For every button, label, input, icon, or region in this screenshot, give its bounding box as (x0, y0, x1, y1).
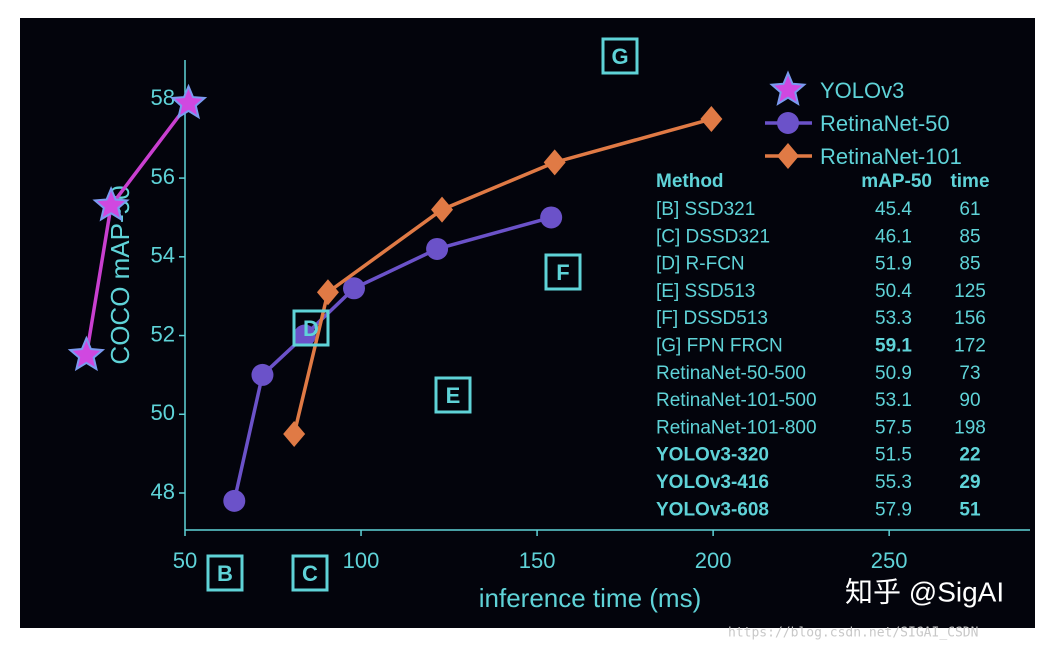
y-tick-label: 56 (151, 164, 175, 189)
table-cell: 51.5 (875, 445, 912, 466)
table-cell: [B] SSD321 (656, 199, 755, 220)
legend-label: RetinaNet-50 (820, 111, 950, 136)
table-cell: 50.9 (875, 363, 912, 384)
data-point (343, 277, 365, 300)
table-cell: 51 (959, 499, 981, 520)
annotation-box (544, 253, 582, 291)
table-header: Method (656, 171, 724, 192)
legend-label: RetinaNet-101 (820, 144, 962, 169)
table-cell: [G] FPN FRCN (656, 336, 783, 357)
table-cell: YOLOv3-416 (656, 472, 769, 493)
annotation-box (601, 37, 639, 75)
table-cell: 73 (959, 363, 980, 384)
table-cell: 29 (959, 472, 980, 493)
x-axis-label: inference time (ms) (479, 583, 702, 613)
data-point (543, 149, 566, 176)
data-point (700, 106, 723, 133)
y-tick-label: 54 (151, 243, 175, 268)
x-tick-label: 200 (695, 548, 732, 573)
data-point (169, 83, 208, 120)
table-cell: 59.1 (875, 336, 912, 357)
data-point (67, 335, 106, 372)
table-cell: 22 (959, 445, 980, 466)
legend-marker (769, 70, 807, 106)
table-cell: 85 (959, 226, 980, 247)
table-cell: [D] R-FCN (656, 254, 745, 275)
table-cell: 51.9 (875, 254, 912, 275)
table-cell: 172 (954, 336, 986, 357)
table-cell: 50.4 (875, 281, 912, 302)
plot-background (20, 18, 1035, 628)
table-cell: 156 (954, 308, 986, 329)
table-cell: 53.3 (875, 308, 912, 329)
table-cell: [F] DSSD513 (656, 308, 768, 329)
table-cell: 57.9 (875, 499, 912, 520)
annotation-box (206, 554, 244, 592)
table-cell: RetinaNet-101-500 (656, 390, 817, 411)
data-point (540, 206, 563, 229)
annotation: E (446, 383, 461, 408)
table-cell: 125 (954, 281, 986, 302)
annotation: G (611, 44, 628, 69)
legend-label: YOLOv3 (820, 78, 904, 103)
legend-marker (777, 112, 799, 134)
annotation-box (434, 376, 472, 414)
table-cell: 85 (959, 254, 980, 275)
data-point (283, 420, 306, 447)
table-cell: 45.4 (875, 199, 912, 220)
table-cell: 198 (954, 417, 986, 438)
annotation: B (217, 561, 233, 586)
x-tick-label: 100 (343, 548, 380, 573)
legend-marker (777, 143, 799, 169)
x-tick-label: 50 (173, 548, 197, 573)
table-cell: RetinaNet-101-800 (656, 417, 817, 438)
table-cell: YOLOv3-320 (656, 445, 769, 466)
y-tick-label: 52 (151, 321, 175, 346)
x-tick-label: 250 (871, 548, 908, 573)
annotation: C (302, 561, 318, 586)
table-cell: 46.1 (875, 226, 912, 247)
table-header: mAP-50 (861, 171, 932, 192)
table-cell: 90 (959, 390, 980, 411)
watermark: 知乎 @SigAI (845, 576, 1004, 607)
annotation: D (303, 316, 319, 341)
y-tick-label: 50 (151, 400, 175, 425)
data-point (426, 237, 449, 260)
table-cell: 57.5 (875, 417, 912, 438)
table-cell: 55.3 (875, 472, 912, 493)
table-cell: [E] SSD513 (656, 281, 755, 302)
y-tick-label: 48 (151, 479, 175, 504)
table-cell: 53.1 (875, 390, 912, 411)
data-point (92, 185, 130, 222)
annotation: F (556, 260, 569, 285)
table-header: time (950, 171, 989, 192)
annotation-box (292, 309, 330, 347)
annotation-box (291, 554, 329, 592)
data-point (223, 489, 246, 512)
data-point (431, 196, 454, 223)
data-point (293, 324, 316, 347)
table-cell: RetinaNet-50-500 (656, 363, 806, 384)
table-cell: YOLOv3-608 (656, 499, 769, 520)
data-point (316, 279, 339, 306)
table-cell: [C] DSSD321 (656, 226, 770, 247)
x-tick-label: 150 (519, 548, 556, 573)
data-point (251, 363, 274, 386)
watermark-url: https://blog.csdn.net/SIGAI_CSDN (728, 626, 978, 641)
table-cell: 61 (959, 199, 980, 220)
